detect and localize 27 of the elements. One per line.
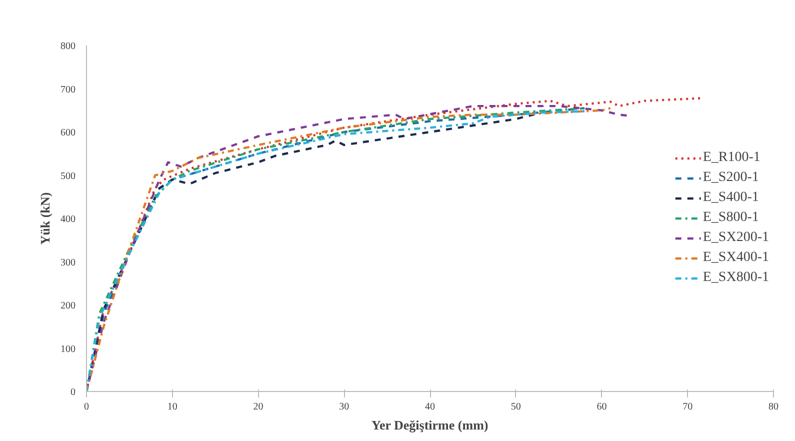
- y-tick-label: 500: [60, 170, 76, 182]
- x-tick-label: 20: [253, 402, 264, 412]
- y-tick-label: 800: [60, 41, 76, 52]
- x-tick-label: 60: [596, 402, 607, 412]
- legend-label: E_SX800-1: [702, 270, 769, 286]
- y-tick-label: 200: [60, 300, 76, 312]
- y-tick-label: 300: [60, 257, 76, 268]
- y-tick-label: 0: [70, 387, 76, 398]
- legend-label: E_R100-1: [702, 150, 760, 166]
- x-tick-label: 0: [84, 402, 89, 412]
- x-axis-title: Yer Değiştirme (mm): [372, 418, 488, 432]
- x-tick-label: 30: [339, 402, 350, 412]
- x-tick-label: 10: [167, 402, 178, 412]
- legend-label: E_S400-1: [702, 190, 759, 206]
- x-tick-label: 70: [682, 402, 693, 412]
- legend-label: E_SX400-1: [702, 250, 769, 266]
- y-tick-label: 600: [60, 128, 76, 138]
- legend-label: E_SX200-1: [702, 230, 769, 246]
- y-axis-title: Yük (kN): [38, 192, 52, 245]
- y-tick-label: 700: [60, 84, 76, 96]
- y-tick-label: 100: [60, 344, 76, 355]
- x-tick-label: 40: [425, 402, 435, 412]
- x-tick-label: 80: [768, 402, 778, 412]
- y-tick-label: 400: [60, 214, 76, 225]
- legend-label: E_S800-1: [702, 210, 759, 226]
- legend-label: E_S200-1: [702, 170, 759, 186]
- x-tick-label: 50: [510, 402, 521, 412]
